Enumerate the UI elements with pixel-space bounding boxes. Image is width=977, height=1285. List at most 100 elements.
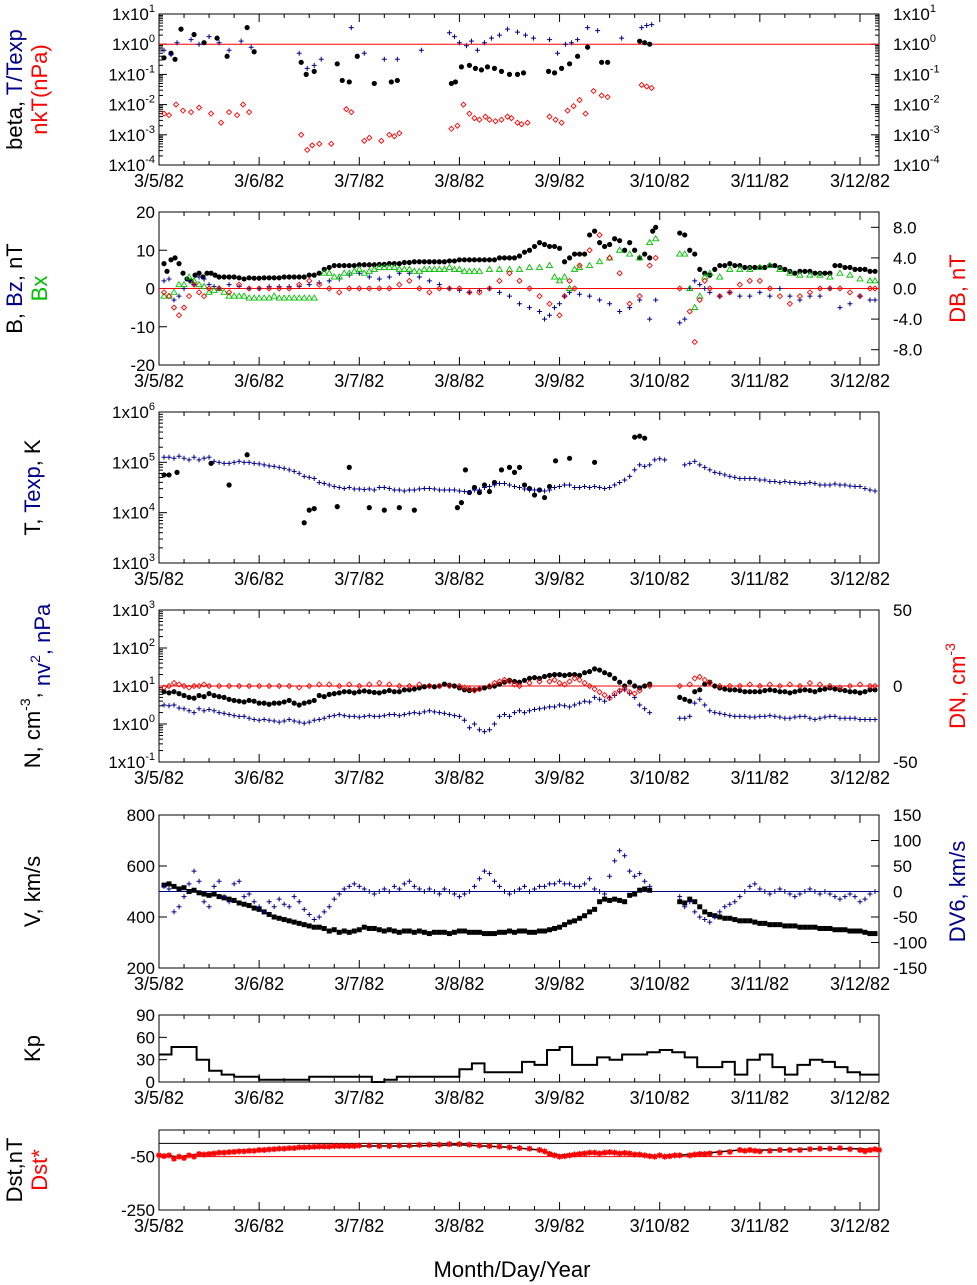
data-point bbox=[576, 262, 583, 269]
data-point bbox=[251, 275, 257, 281]
data-point bbox=[816, 271, 824, 278]
data-point bbox=[246, 275, 252, 281]
data-point bbox=[256, 461, 262, 467]
data-point bbox=[712, 266, 718, 272]
data-point bbox=[616, 687, 623, 694]
data-point bbox=[806, 289, 814, 296]
x-tick-label: 3/11/82 bbox=[730, 171, 789, 191]
x-tick-label: 3/6/82 bbox=[234, 569, 284, 589]
data-point bbox=[250, 294, 258, 301]
data-point bbox=[796, 271, 804, 278]
data-point bbox=[612, 675, 618, 682]
right-y-axis-label: DB, nT bbox=[945, 254, 970, 322]
data-point bbox=[486, 285, 493, 292]
data-point bbox=[366, 505, 372, 511]
data-point bbox=[856, 293, 864, 300]
y-right-tick-label: 100 bbox=[893, 832, 921, 851]
data-point bbox=[706, 1150, 713, 1157]
data-point bbox=[476, 876, 482, 882]
data-point bbox=[541, 673, 548, 680]
plot-frame bbox=[158, 1014, 880, 1083]
data-point bbox=[837, 927, 843, 933]
data-point bbox=[310, 294, 319, 301]
data-point bbox=[491, 931, 497, 937]
data-point bbox=[471, 115, 478, 122]
y-tick-label: 60 bbox=[136, 1028, 155, 1047]
data-point bbox=[576, 676, 583, 684]
data-point bbox=[625, 250, 634, 257]
data-point bbox=[647, 255, 653, 261]
data-point bbox=[827, 891, 833, 897]
data-point bbox=[602, 486, 608, 492]
data-point bbox=[174, 469, 180, 475]
data-point bbox=[691, 675, 698, 682]
data-point bbox=[396, 261, 402, 267]
data-point bbox=[727, 473, 733, 479]
data-point bbox=[697, 904, 703, 910]
data-point bbox=[541, 1148, 548, 1155]
data-point bbox=[401, 928, 407, 934]
data-point bbox=[866, 285, 874, 292]
data-point bbox=[326, 285, 333, 292]
data-point bbox=[646, 1153, 653, 1160]
data-point bbox=[178, 26, 184, 32]
series-3-diamond bbox=[160, 231, 879, 346]
data-point bbox=[792, 714, 798, 720]
data-point bbox=[176, 293, 182, 299]
data-point bbox=[717, 293, 723, 299]
data-point bbox=[737, 918, 743, 924]
data-point bbox=[330, 273, 339, 280]
data-point bbox=[501, 712, 507, 717]
data-point bbox=[446, 285, 453, 292]
data-point bbox=[481, 40, 487, 46]
data-point bbox=[547, 927, 553, 933]
data-point bbox=[676, 682, 683, 690]
data-point bbox=[562, 482, 568, 488]
data-point bbox=[595, 28, 601, 34]
data-point bbox=[677, 899, 683, 905]
data-point bbox=[506, 891, 512, 897]
data-point bbox=[165, 682, 173, 690]
data-point bbox=[381, 928, 387, 934]
data-point bbox=[837, 482, 843, 488]
data-point bbox=[475, 267, 484, 274]
y-right-tick-label: -150 bbox=[893, 959, 927, 978]
data-point bbox=[375, 263, 384, 270]
data-point bbox=[180, 280, 188, 288]
data-point bbox=[677, 320, 683, 326]
data-point bbox=[816, 285, 824, 292]
data-point bbox=[166, 886, 172, 892]
data-point bbox=[690, 303, 699, 311]
data-point bbox=[266, 717, 272, 723]
panel-B: 3/5/82 3/6/82 3/7/82 3/8/82 3/9/82 3/10/82 3/1… bbox=[2, 203, 970, 391]
data-point bbox=[807, 886, 813, 892]
data-point bbox=[631, 690, 638, 697]
data-point bbox=[826, 1145, 833, 1152]
data-point bbox=[298, 59, 304, 65]
data-point bbox=[168, 257, 174, 263]
data-point bbox=[296, 684, 303, 691]
data-point bbox=[171, 455, 177, 461]
data-point bbox=[201, 40, 207, 46]
data-point bbox=[787, 891, 793, 897]
data-point bbox=[645, 238, 654, 246]
data-point bbox=[336, 262, 342, 269]
data-point bbox=[160, 110, 168, 117]
data-point bbox=[605, 59, 611, 65]
data-point bbox=[531, 35, 537, 41]
y-tick-label: 1x10-1 bbox=[108, 63, 155, 84]
data-point bbox=[806, 1146, 813, 1153]
data-point bbox=[431, 684, 437, 690]
data-point bbox=[336, 1143, 343, 1149]
data-point bbox=[451, 258, 458, 264]
data-point bbox=[653, 297, 659, 303]
data-point bbox=[582, 881, 588, 887]
data-point bbox=[757, 477, 763, 483]
data-point bbox=[468, 38, 474, 44]
data-point bbox=[792, 270, 798, 276]
data-point bbox=[311, 697, 317, 704]
data-point bbox=[488, 35, 494, 41]
data-point bbox=[712, 683, 718, 689]
data-point bbox=[176, 886, 182, 892]
data-point bbox=[181, 885, 187, 891]
